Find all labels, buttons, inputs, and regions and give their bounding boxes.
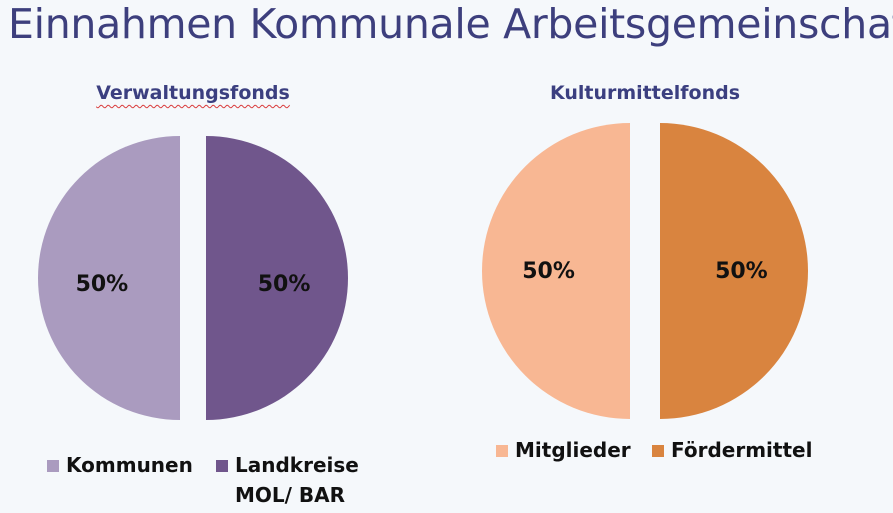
- data-label-landkreise-mol-bar: 50%: [258, 272, 311, 297]
- chart-title-verwaltungsfonds: Verwaltungsfonds: [96, 82, 290, 104]
- data-label-kommunen: 50%: [76, 272, 129, 297]
- legend-swatch-mitglieder: [496, 445, 508, 457]
- chart-title-kulturmittelfonds: Kulturmittelfonds: [549, 82, 741, 104]
- data-label-mitglieder: 50%: [522, 259, 575, 284]
- page-title: Einnahmen Kommunale Arbeitsgemeinschaft: [8, 0, 893, 48]
- pie-slice-mitglieder: [482, 123, 630, 419]
- legend-swatch-landkreise: [216, 460, 228, 472]
- legend-swatch-kommunen: [47, 460, 59, 472]
- legend-label-mol-bar: MOL/ BAR: [235, 483, 346, 507]
- pie-slice-landkreise-mol-bar: [206, 136, 348, 420]
- pie-slice-kommunen: [38, 136, 180, 420]
- legend-swatch-foerdermittel: [652, 445, 664, 457]
- legend-label-landkreise: Landkreise: [235, 453, 359, 477]
- data-label-fördermittel: 50%: [715, 259, 768, 284]
- pie-slice-fördermittel: [660, 123, 808, 419]
- legend-label-foerdermittel: Fördermittel: [671, 438, 813, 462]
- legend-label-mitglieder: Mitglieder: [515, 438, 631, 462]
- legend-label-kommunen: Kommunen: [66, 453, 193, 477]
